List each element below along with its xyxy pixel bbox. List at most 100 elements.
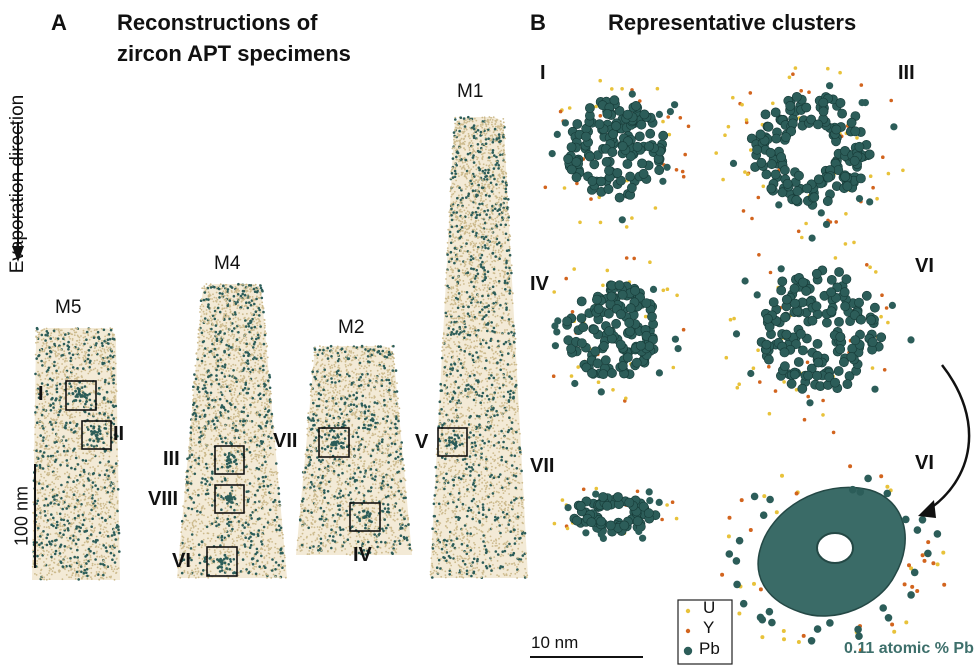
atom-dot	[250, 411, 252, 413]
atom-dot	[36, 436, 39, 439]
atom-dot	[195, 444, 198, 446]
atom-dot	[39, 558, 42, 560]
atom-dot	[94, 563, 96, 566]
atom-dot	[58, 334, 60, 337]
atom-dot	[236, 400, 239, 403]
atom-dot	[261, 421, 264, 423]
atom-dot	[249, 491, 252, 493]
atom-dot	[108, 450, 111, 453]
atom-dot	[259, 292, 262, 294]
atom-dot	[218, 292, 222, 295]
atom-dot	[80, 363, 83, 365]
atom-dot	[253, 568, 256, 570]
atom-dot	[273, 471, 276, 474]
atom-dot	[240, 478, 243, 481]
atom-dot	[53, 360, 56, 364]
atom-dot	[40, 459, 43, 462]
atom-dot	[108, 478, 111, 481]
atom-dot	[261, 505, 263, 507]
atom-dot	[280, 563, 283, 566]
atom-dot	[46, 521, 48, 524]
atom-dot	[241, 304, 243, 307]
atom-dot	[62, 551, 65, 554]
atom-dot	[59, 453, 62, 455]
atom-dot	[33, 449, 36, 452]
atom-dot	[274, 546, 276, 549]
atom-dot	[197, 328, 200, 331]
atom-dot	[52, 426, 54, 429]
atom-dot	[45, 374, 48, 377]
atom-dot	[200, 379, 203, 381]
atom-dot	[70, 511, 72, 513]
atom-dot	[105, 530, 108, 532]
atom-dot	[112, 437, 115, 440]
atom-dot	[186, 469, 189, 473]
atom-dot	[55, 372, 58, 375]
atom-dot	[252, 300, 255, 302]
atom-dot	[243, 403, 246, 406]
atom-dot	[214, 330, 218, 334]
atom-dot	[75, 502, 78, 505]
atom-dot	[247, 497, 250, 499]
atom-dot	[49, 501, 53, 505]
atom-dot	[254, 476, 257, 479]
atom-dot	[81, 351, 83, 354]
atom-dot	[41, 371, 44, 374]
atom-dot	[96, 555, 98, 558]
atom-dot	[249, 535, 252, 539]
atom-dot	[76, 367, 79, 370]
atom-dot	[47, 468, 50, 471]
atom-dot	[210, 327, 213, 331]
atom-dot	[64, 566, 66, 569]
atom-dot	[260, 369, 262, 372]
atom-dot	[262, 495, 265, 498]
atom-dot	[214, 414, 217, 417]
atom-dot	[193, 397, 196, 400]
atom-dot	[203, 313, 206, 315]
atom-dot	[236, 468, 239, 470]
atom-dot	[201, 287, 204, 290]
atom-dot	[44, 339, 47, 342]
atom-dot	[106, 334, 109, 336]
atom-dot	[245, 408, 248, 410]
atom-dot	[203, 426, 206, 428]
atom-dot	[262, 539, 264, 541]
atom-dot	[66, 454, 69, 456]
atom-dot	[238, 536, 240, 539]
atom-dot	[76, 352, 79, 354]
atom-dot	[85, 558, 88, 561]
atom-dot	[190, 507, 194, 511]
atom-dot	[41, 487, 44, 490]
atom-dot	[212, 509, 215, 512]
atom-dot	[253, 529, 256, 532]
atom-dot	[101, 361, 104, 365]
atom-dot	[70, 489, 73, 491]
atom-dot	[93, 347, 96, 350]
atom-dot	[257, 363, 259, 365]
atom-dot	[272, 500, 275, 504]
atom-dot	[109, 523, 112, 526]
atom-dot	[227, 331, 230, 333]
atom-dot	[256, 438, 258, 441]
atom-dot	[103, 339, 106, 343]
atom-dot	[184, 542, 187, 545]
atom-dot	[88, 567, 91, 570]
atom-dot	[273, 487, 276, 490]
atom-dot	[256, 380, 259, 382]
atom-dot	[194, 458, 197, 462]
atom-dot	[55, 328, 58, 331]
atom-dot	[43, 350, 45, 353]
atom-dot	[87, 497, 90, 500]
atom-dot	[68, 415, 71, 418]
atom-dot	[232, 540, 235, 542]
atom-dot	[268, 508, 272, 512]
atom-dot	[204, 482, 207, 486]
atom-dot	[96, 539, 99, 542]
atom-dot	[102, 478, 105, 481]
atom-dot	[239, 520, 242, 522]
atom-dot	[235, 480, 238, 483]
atom-dot	[196, 431, 199, 434]
atom-dot	[204, 498, 207, 501]
atom-dot	[215, 430, 218, 432]
atom-dot	[86, 333, 89, 335]
